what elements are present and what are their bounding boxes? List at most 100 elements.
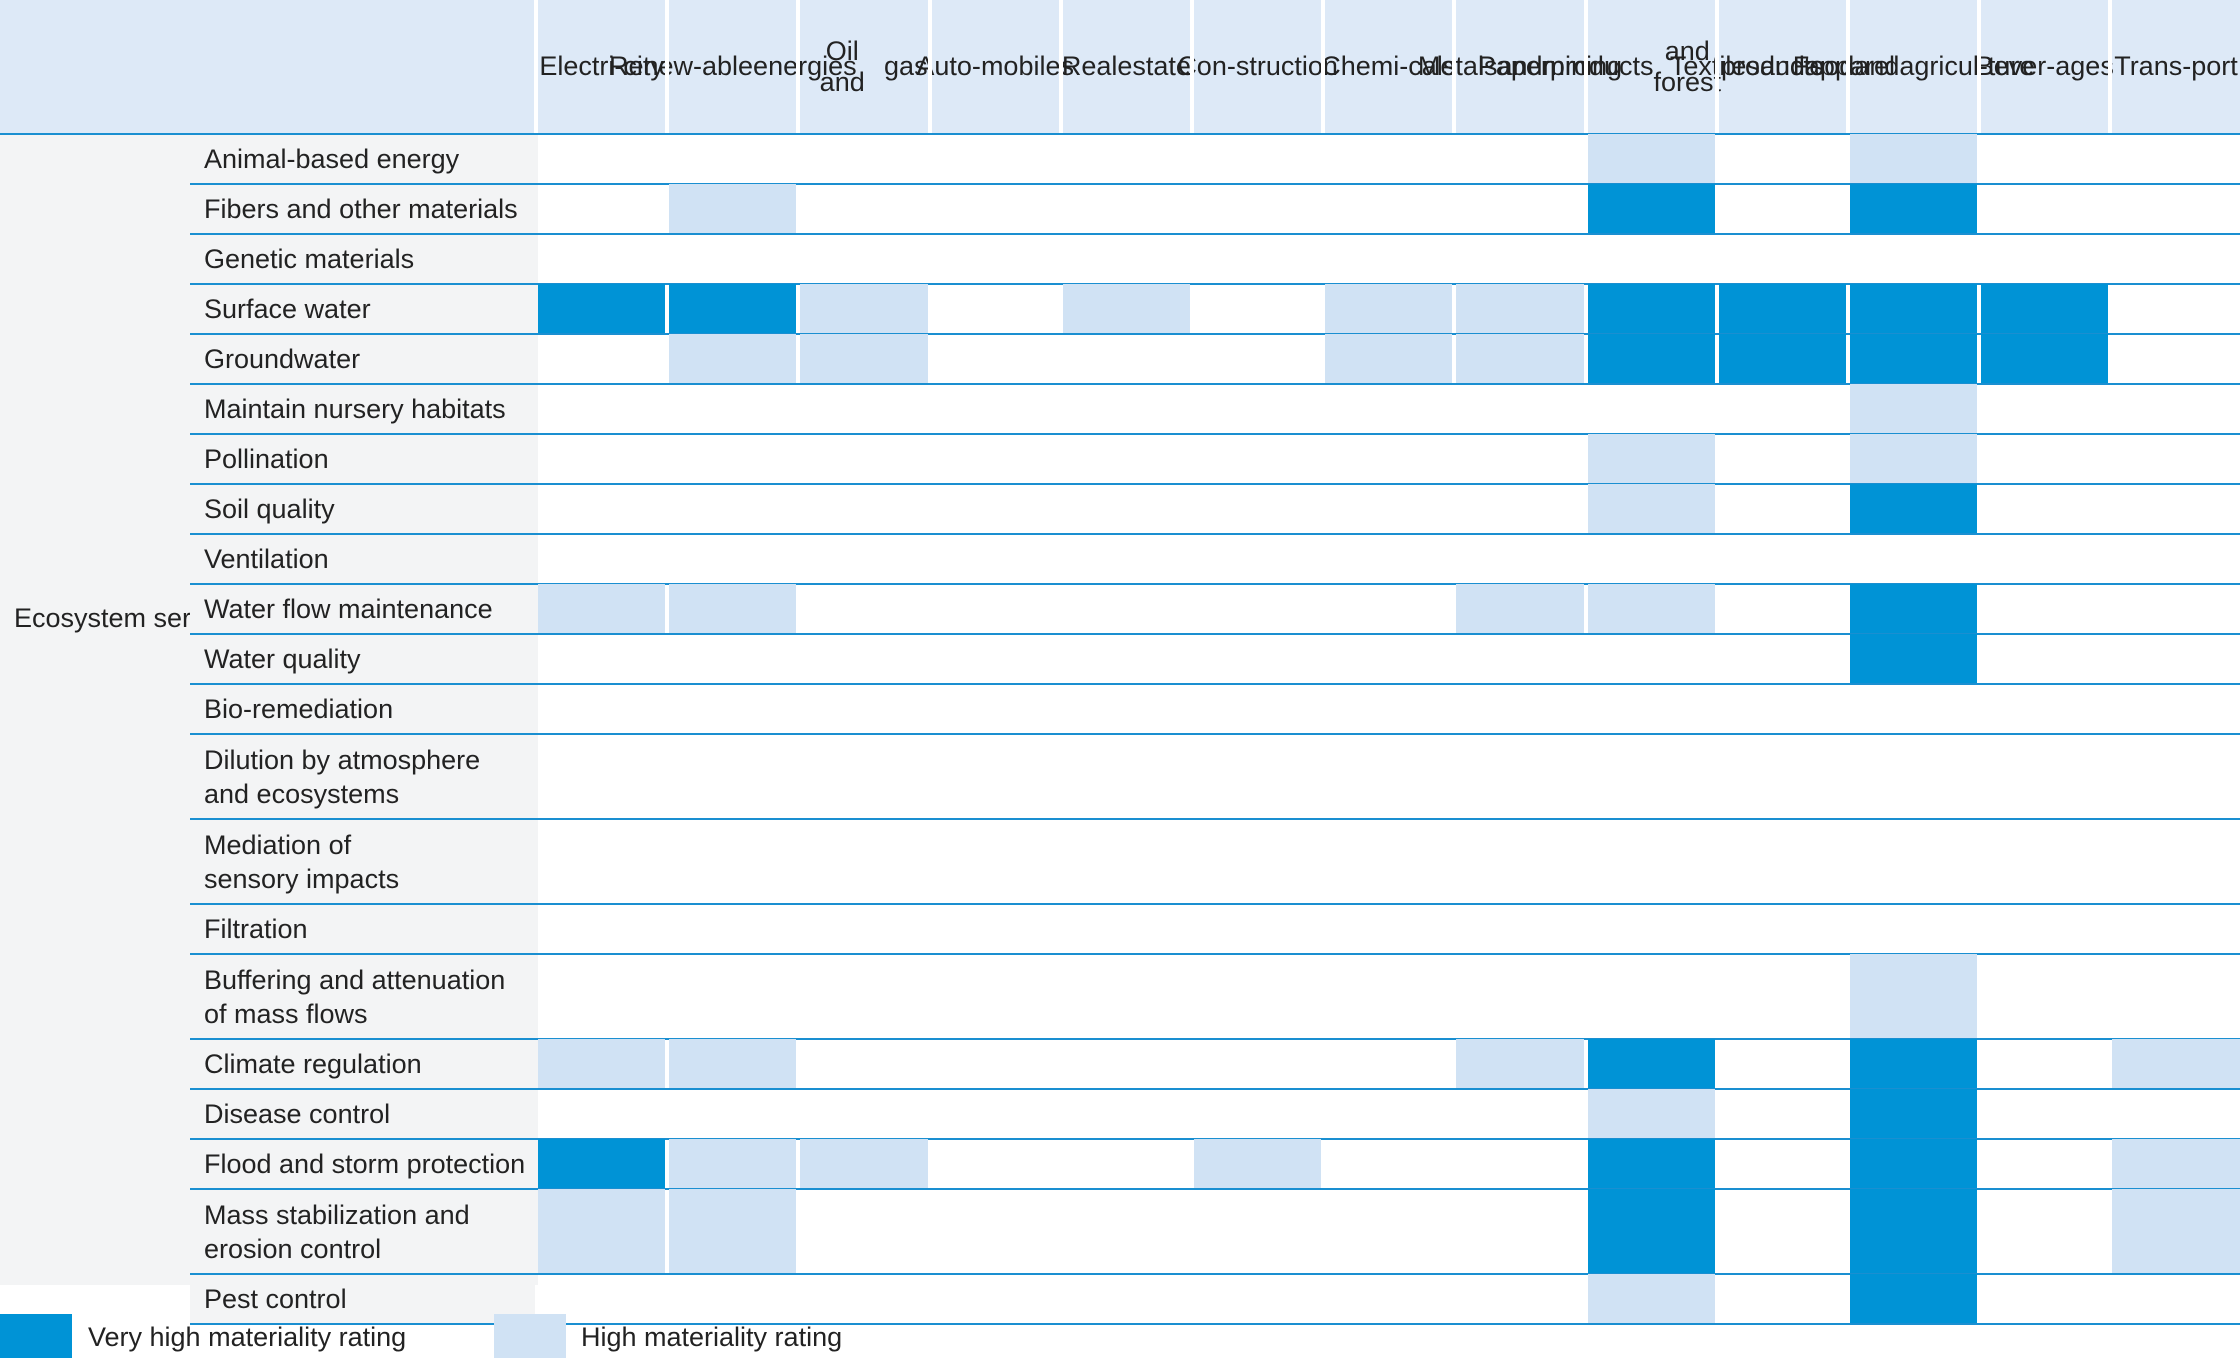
row-label: Animal-based energy [190,135,535,183]
cell-high [1325,284,1453,334]
row-label-line: Bio-remediation [204,694,394,724]
legend-swatch [0,1314,72,1358]
row-rule [190,1038,2240,1040]
row-rule [190,333,2240,335]
cell-high [2112,1039,2240,1089]
cell-high [1587,1274,1715,1324]
cell-high [1194,1139,1322,1189]
row-label: Pest control [190,1275,535,1323]
row-rule [190,283,2240,285]
column-header-line: Con- [1177,51,1236,81]
cell-very-high [1587,284,1715,334]
column-header: Bever-ages [1976,0,2114,133]
column-header-line: energies [753,51,857,81]
row-label: Disease control [190,1090,535,1138]
row-cells-background [538,485,2240,533]
row-label: Filtration [190,905,535,953]
row-label: Mediation of sensory impacts [190,820,535,903]
column-header: Electri-city [538,0,665,133]
cell-high [800,334,928,384]
row-label-line: Soil quality [204,494,335,524]
row-rule [190,733,2240,735]
column-header-line: Real [1061,51,1118,81]
column-header: Trans-port [2112,0,2239,133]
column-header-line: and [1759,51,1805,81]
column-header-line: struction [1235,51,1338,81]
column-separator [1714,0,1719,133]
row-label-line: Dilution by atmosphere [204,744,481,775]
cell-very-high [1850,1039,1978,1089]
row-cells-background [538,535,2240,583]
row-label-line: Water flow maintenance [204,594,493,624]
cell-very-high [1850,184,1978,234]
legend-swatch [494,1314,566,1358]
row-rule [190,903,2240,905]
cell-very-high [1850,334,1978,384]
row-label-line: Mass stabilization and [204,1199,470,1230]
cell-high [1456,284,1584,334]
column-header-line: products [1720,51,1825,81]
cell-very-high [1587,184,1715,234]
row-label-line: sensory impacts [204,863,400,894]
column-separator [1583,0,1588,133]
column-header-line: Paper [1477,51,1550,81]
legend-label: High materiality rating [581,1322,843,1352]
row-label-line: Buffering and attenuation [204,964,506,995]
column-header-line: Oil and [819,35,865,97]
cell-high [538,1189,666,1274]
column-header: Food and agricul-ture [1793,0,2035,133]
row-cells-background [538,235,2240,283]
row-label-line: Genetic materials [204,244,415,274]
row-label: Pollination [190,435,535,483]
cell-very-high [538,284,666,334]
row-rule [190,633,2240,635]
row-label: Water flow maintenance [190,585,535,633]
cell-high [1850,384,1978,434]
cell-very-high [1587,1189,1715,1274]
cell-very-high [1981,284,2109,334]
row-rule [190,433,2240,435]
column-separator [1977,0,1982,133]
row-rule [190,818,2240,820]
row-label-line: Surface water [204,294,371,324]
row-rule [0,133,2240,135]
row-label: Soil quality [190,485,535,533]
column-header-line: Metals [1417,51,1498,81]
row-cells-background [538,905,2240,953]
row-label-line: Climate regulation [204,1049,422,1079]
cell-very-high [1718,284,1846,334]
column-header: Auto-mobiles [916,0,1074,133]
row-cells-background [538,685,2240,733]
row-label: Water quality [190,635,535,683]
cell-high [669,184,797,234]
cell-very-high [1587,1039,1715,1089]
row-cells-background [538,955,2240,1038]
cell-high [669,1189,797,1274]
column-header-line: estate [1117,51,1191,81]
row-cells-background [538,1275,2240,1323]
cell-high [2112,1189,2240,1274]
cell-high [1587,1089,1715,1139]
row-label-line: Flood and storm protection [204,1149,526,1179]
cell-high [1587,434,1715,484]
cell-very-high [1981,334,2109,384]
cell-high [2112,1139,2240,1189]
cell-very-high [1850,1089,1978,1139]
cell-very-high [1850,1274,1978,1324]
row-rule [190,533,2240,535]
cell-very-high [1850,634,1978,684]
row-label-line: Water quality [204,644,361,674]
row-label-line: Animal-based energy [204,144,460,174]
column-header-line: Auto- [916,51,981,81]
row-rule [190,1088,2240,1090]
column-separator [665,0,670,133]
row-label: Climate regulation [190,1040,535,1088]
row-label: Genetic materials [190,235,535,283]
row-label-line: Filtration [204,914,308,944]
column-separator [534,0,538,133]
row-label-line: and ecosystems [204,778,400,809]
row-cells-background [538,435,2240,483]
row-label: Buffering and attenuation of mass flows [190,955,535,1038]
row-label: Groundwater [190,335,535,383]
